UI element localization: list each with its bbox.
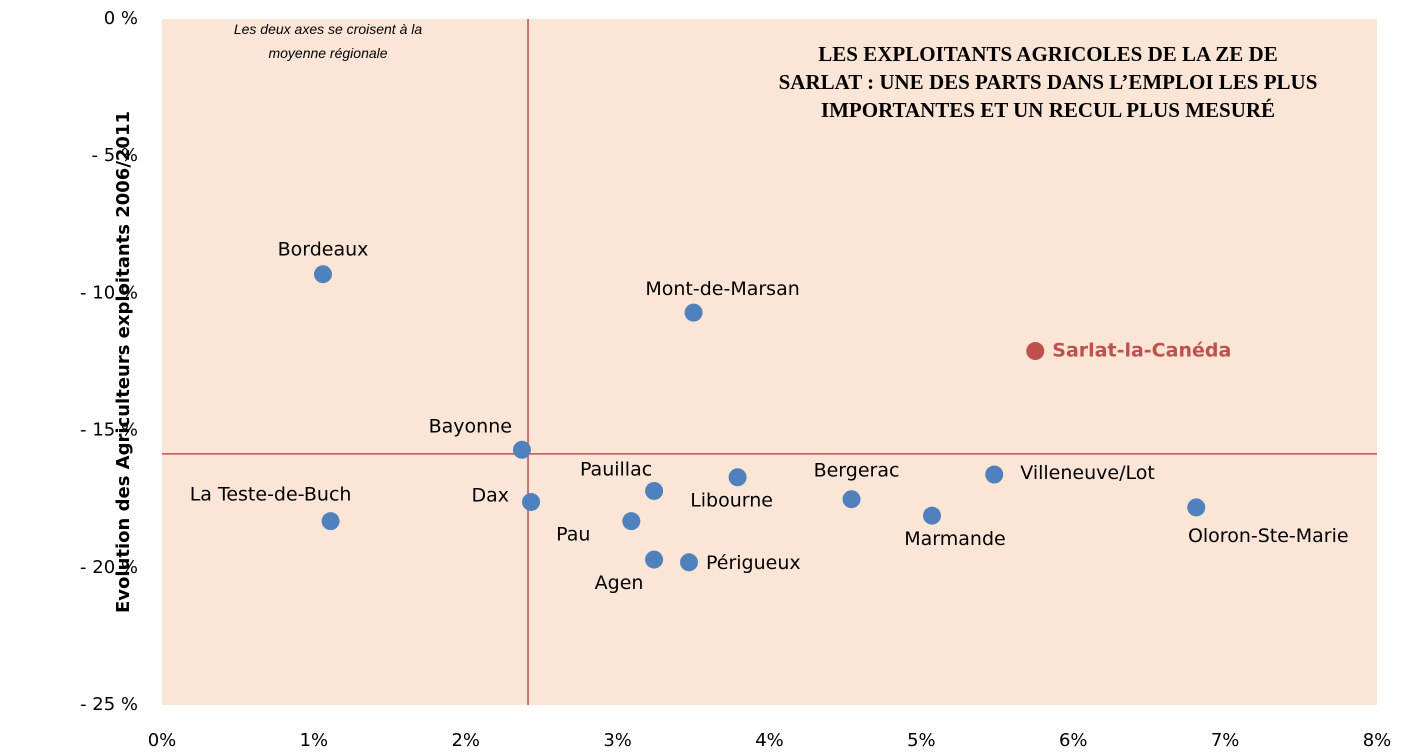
point [1187, 498, 1206, 517]
point [985, 465, 1004, 484]
x-tick-label: 4% [755, 730, 784, 751]
point [622, 512, 641, 531]
y-tick-label: - 25 % [80, 694, 138, 715]
point [512, 440, 531, 459]
x-tick-label: 8% [1363, 730, 1392, 751]
point-label: Villeneuve/Lot [1020, 462, 1155, 484]
x-tick-label: 2% [451, 730, 480, 751]
y-tick-label: - 10 % [80, 282, 138, 303]
point [321, 512, 340, 531]
x-tick-label: 0% [148, 730, 177, 751]
point [842, 490, 861, 509]
x-tick-label: 7% [1211, 730, 1240, 751]
x-tick-label: 1% [300, 730, 329, 751]
x-tick-label: 6% [1059, 730, 1088, 751]
point [1026, 342, 1045, 361]
point-label: Bordeaux [278, 239, 369, 261]
annotation: Les deux axes se croisent à la moyenne r… [233, 21, 423, 61]
point-label: Agen [595, 572, 644, 594]
point [313, 265, 332, 284]
point-label: Libourne [690, 490, 773, 512]
point [728, 468, 747, 487]
point-label: Oloron-Ste-Marie [1188, 525, 1349, 547]
y-axis-label: Evolution des Agriculteurs exploitants 2… [113, 111, 134, 613]
x-tick-label: 5% [907, 730, 936, 751]
point-label: Périgueux [706, 552, 801, 574]
point-label: Sarlat-la-Canéda [1052, 340, 1231, 362]
chart-title: LES EXPLOITANTS AGRICOLES DE LA ZE DE SA… [778, 42, 1318, 122]
point-label: Marmande [904, 528, 1005, 550]
y-tick-label: - 5 % [92, 145, 139, 166]
x-tick-label: 3% [603, 730, 632, 751]
point-label: Bayonne [429, 415, 512, 437]
point [923, 506, 942, 525]
point-label: Dax [472, 484, 510, 506]
y-tick-label: - 15 % [80, 420, 138, 441]
point [522, 492, 541, 511]
point-label: Pau [556, 524, 590, 546]
point-label: Bergerac [814, 460, 900, 482]
point-label: Mont-de-Marsan [645, 278, 799, 300]
point [684, 303, 703, 322]
plot-area [162, 19, 1377, 705]
point [680, 553, 699, 572]
point [645, 481, 664, 500]
point [645, 550, 664, 569]
point-label: Pauillac [580, 458, 652, 480]
point-label: La Teste-de-Buch [190, 484, 352, 506]
y-tick-label: - 20 % [80, 557, 138, 578]
y-tick-label: 0 % [104, 8, 138, 29]
